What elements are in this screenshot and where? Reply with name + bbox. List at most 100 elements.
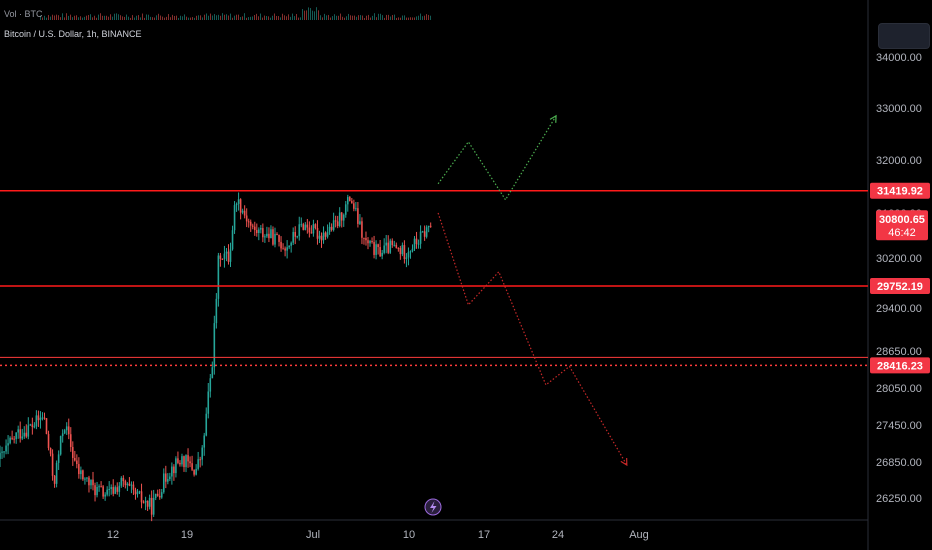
volume-bar <box>168 14 169 20</box>
candle-body <box>134 489 137 495</box>
volume-bar <box>342 16 343 20</box>
volume-bar <box>244 13 245 20</box>
candle-body <box>215 298 218 324</box>
candle-body <box>318 235 321 239</box>
candle-body <box>219 255 222 259</box>
time-tick-label: Aug <box>629 529 649 541</box>
volume-bar <box>366 15 367 20</box>
level-price-tag-1 <box>870 277 930 294</box>
candle-body <box>363 237 365 239</box>
candle-body <box>9 437 11 444</box>
volume-bar <box>232 17 233 20</box>
volume-bar <box>300 17 301 20</box>
candle-body <box>195 468 197 475</box>
candle-body <box>231 230 234 250</box>
candle-body <box>1 451 3 453</box>
candle-body <box>122 477 125 482</box>
current-price-label: 30800.65 <box>879 214 925 226</box>
candle-body <box>245 215 248 222</box>
volume-bar <box>72 17 73 20</box>
candle-body <box>322 232 325 241</box>
volume-bar <box>216 15 217 20</box>
volume-bar <box>336 15 337 20</box>
price-tick-label: 27450.00 <box>876 420 922 432</box>
candle-body <box>39 417 42 421</box>
volume-bar <box>132 15 133 20</box>
candle-body <box>112 487 115 494</box>
volume-bar <box>302 9 303 20</box>
candle-body <box>37 415 40 421</box>
level-price-tag-0 <box>870 182 930 199</box>
volume-bar <box>322 17 323 20</box>
volume-bar <box>284 15 285 20</box>
volume-bar <box>220 15 221 20</box>
candle-body <box>266 233 268 237</box>
lightning-bolt-icon[interactable] <box>424 498 442 516</box>
candle-body <box>417 243 420 245</box>
candle-body <box>349 197 351 201</box>
candle-body <box>351 200 353 204</box>
volume-bar <box>64 17 65 20</box>
candle-body <box>146 500 149 507</box>
candle-body <box>302 224 305 230</box>
volume-bar <box>362 15 363 20</box>
candle-body <box>361 221 363 238</box>
candle-body <box>160 492 163 498</box>
volume-bar <box>278 16 279 20</box>
volume-bar <box>156 15 157 20</box>
candle-body <box>383 245 385 253</box>
candle-body <box>247 221 250 223</box>
volume-bar <box>264 15 265 20</box>
candle-body <box>367 240 369 244</box>
volume-bar <box>160 15 161 20</box>
candle-body <box>59 436 62 455</box>
volume-bar <box>410 17 411 20</box>
candle-body <box>316 227 319 239</box>
candle-body <box>156 493 159 496</box>
volume-bar <box>368 14 369 20</box>
candle-body <box>132 484 135 490</box>
candle-body <box>152 497 155 515</box>
candle-body <box>197 459 199 469</box>
candle-body <box>108 489 110 491</box>
candle-body <box>320 235 323 241</box>
candle-body <box>154 493 157 498</box>
volume-bar <box>296 13 297 20</box>
volume-bar <box>430 15 431 20</box>
candle-body <box>35 415 38 427</box>
candle-body <box>45 418 48 434</box>
volume-bar <box>364 17 365 20</box>
candle-body <box>306 224 309 228</box>
volume-bar <box>290 16 291 20</box>
candle-body <box>207 391 210 414</box>
volume-bar <box>332 16 333 20</box>
candle-body <box>233 205 236 231</box>
candle-body <box>175 458 177 474</box>
candle-body <box>126 483 129 486</box>
volume-bar <box>408 17 409 20</box>
candle-body <box>199 459 201 461</box>
candle-body <box>118 485 121 492</box>
candle-body <box>94 485 96 496</box>
candle-body <box>225 251 228 254</box>
bearish-projection-path <box>437 212 628 466</box>
volume-bar <box>136 15 137 20</box>
volume-bar <box>76 15 77 20</box>
candle-body <box>425 227 428 237</box>
price-axis-scale-box[interactable] <box>878 23 930 49</box>
candle-body <box>41 417 44 419</box>
level-price-tag-2 <box>870 357 930 374</box>
volume-bar <box>304 10 305 20</box>
volume-bar <box>340 13 341 20</box>
volume-bar <box>90 14 91 20</box>
current-price-tag <box>876 210 928 241</box>
candle-body <box>67 426 70 435</box>
volume-bar <box>44 15 45 20</box>
volume-bar <box>112 16 113 20</box>
volume-bar <box>350 15 351 20</box>
level-price-label-2: 28416.23 <box>877 360 923 372</box>
volume-bar <box>116 13 117 20</box>
candle-body <box>3 451 5 453</box>
candle-body <box>332 220 335 230</box>
